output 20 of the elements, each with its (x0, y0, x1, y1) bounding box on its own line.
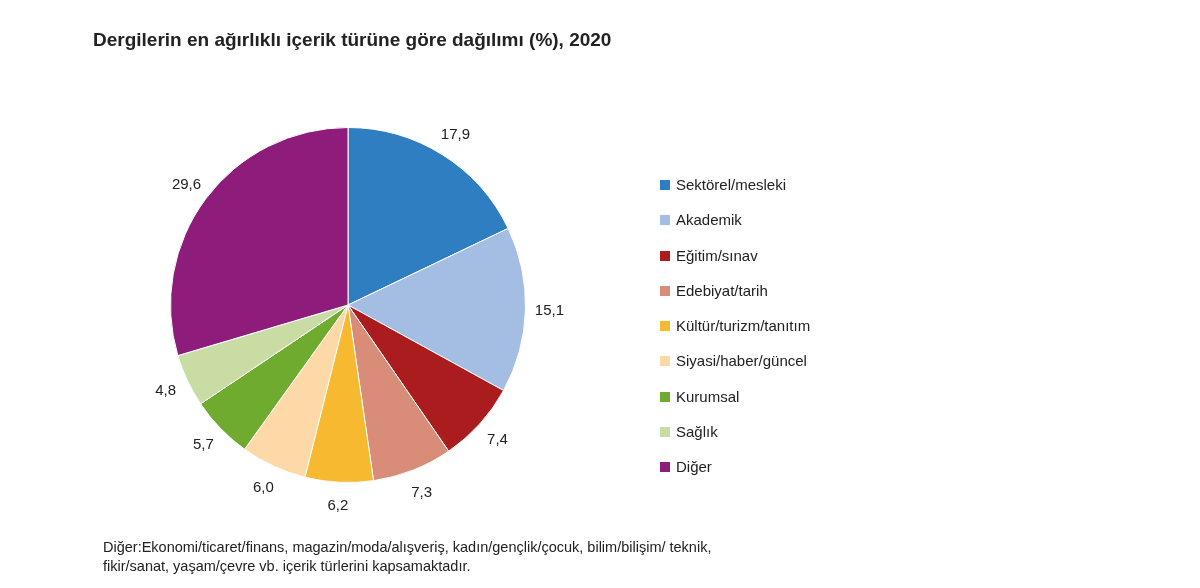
data-label: 6,0 (252, 478, 274, 495)
text: Diğer:Ekonomi/ticaret/finans, magazin/moda/alışveriş, kadın/gençlik/çocuk, bilim/bilişim/ teknik, fikir/sanat, yaşam/çevre vb. içerik türlerini kapsamaktadır. (103, 538, 713, 576)
legend-label: Eğitim/sınav (676, 246, 758, 264)
legend-label: Akademik (676, 211, 742, 229)
data-label: 6,2 (327, 496, 349, 514)
data-label: 15,1 (534, 300, 565, 318)
legend-label: Edebiyat/tarih (676, 281, 768, 299)
legend-label: Siyasi/haber/güncel (676, 352, 807, 370)
legend-label: Kültür/turizm/tanıtım (676, 317, 811, 335)
data-label: 4,8 (155, 380, 177, 398)
legend-label: Kurumsal (676, 387, 740, 405)
data-label: 7,3 (411, 482, 433, 500)
data-label: 29,6 (171, 174, 202, 192)
legend-label: Sektörel/mesleki (676, 176, 787, 193)
data-label: 7,4 (487, 430, 508, 448)
chart-title: Dergilerin en ağırlıklı içerik türüne göre dağılımı (%), 2020 (93, 29, 612, 51)
data-label: 5,7 (192, 435, 214, 453)
legend-label: Diğer (676, 458, 712, 476)
data-label: 17,9 (440, 124, 471, 142)
legend-label: Sağlık (676, 423, 718, 441)
